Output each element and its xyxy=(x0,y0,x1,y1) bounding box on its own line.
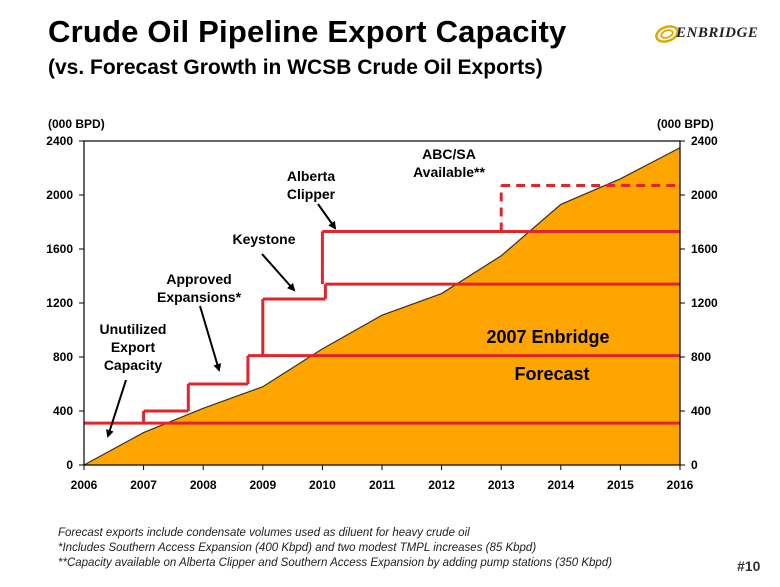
footnote-line: Forecast exports include condensate volu… xyxy=(58,527,470,539)
footnotes: Forecast exports include condensate volu… xyxy=(58,526,612,571)
annotation-alberta-clipper: Alberta xyxy=(287,168,335,184)
y-axis-label-right: (000 BPD) xyxy=(657,117,714,131)
x-tick-label: 2010 xyxy=(309,478,336,492)
chart-title: Crude Oil Pipeline Export Capacity xyxy=(48,14,567,49)
logo-text: ENBRIDGE xyxy=(676,25,759,41)
y-tick-label-left: 0 xyxy=(66,458,73,472)
enbridge-logo-icon xyxy=(655,25,679,43)
x-tick-label: 2012 xyxy=(428,478,455,492)
x-tick-label: 2014 xyxy=(547,478,574,492)
y-tick-label-left: 1600 xyxy=(46,242,73,256)
x-tick-label: 2011 xyxy=(369,478,395,492)
annotation-approved: Expansions* xyxy=(157,289,242,305)
annotation-abc-sa: ABC/SA xyxy=(422,146,476,162)
x-tick-label: 2013 xyxy=(488,478,515,492)
y-tick-label-left: 1200 xyxy=(46,296,73,310)
x-tick-label: 2008 xyxy=(190,478,217,492)
forecast-label: Forecast xyxy=(514,364,589,384)
x-tick-label: 2016 xyxy=(667,478,694,492)
annotation-unutilized: Export xyxy=(111,339,156,355)
annotation-abc-sa: Available** xyxy=(413,164,485,180)
x-tick-label: 2006 xyxy=(71,478,98,492)
y-tick-label-left: 800 xyxy=(53,350,73,364)
arrow-keystone xyxy=(261,253,296,292)
y-tick-label-left: 2000 xyxy=(46,188,73,202)
annotation-unutilized: Unutilized xyxy=(100,321,167,337)
y-tick-label-right: 400 xyxy=(691,404,711,418)
y-tick-label-left: 2400 xyxy=(46,134,73,148)
forecast-label: 2007 Enbridge xyxy=(486,327,609,347)
forecast-area xyxy=(84,147,680,465)
y-tick-label-right: 800 xyxy=(691,350,711,364)
enbridge-logo: ENBRIDGE xyxy=(652,20,770,48)
arrow-approved xyxy=(199,305,222,372)
y-tick-label-right: 1200 xyxy=(691,296,718,310)
slide-number: #10 xyxy=(737,558,761,574)
footnote-line: *Includes Southern Access Expansion (400… xyxy=(58,542,537,554)
y-tick-label-right: 2400 xyxy=(691,134,718,148)
arrow-unutilized xyxy=(106,379,127,438)
y-tick-label-right: 0 xyxy=(691,458,698,472)
x-tick-label: 2015 xyxy=(607,478,634,492)
y-tick-label-right: 2000 xyxy=(691,188,718,202)
arrow-alberta-clipper xyxy=(317,203,337,230)
footnote-line: **Capacity available on Alberta Clipper … xyxy=(58,557,613,569)
y-axis-label-left: (000 BPD) xyxy=(48,117,105,131)
x-tick-label: 2007 xyxy=(130,478,157,492)
x-tick-label: 2009 xyxy=(249,478,276,492)
forecast-line xyxy=(83,147,681,466)
chart-subtitle: (vs. Forecast Growth in WCSB Crude Oil E… xyxy=(48,56,543,79)
y-tick-label-left: 400 xyxy=(53,404,73,418)
annotation-keystone: Keystone xyxy=(232,231,295,247)
annotation-approved: Approved xyxy=(166,271,231,287)
annotation-alberta-clipper: Clipper xyxy=(287,186,336,202)
annotation-unutilized: Capacity xyxy=(104,357,163,373)
y-tick-label-right: 1600 xyxy=(691,242,718,256)
